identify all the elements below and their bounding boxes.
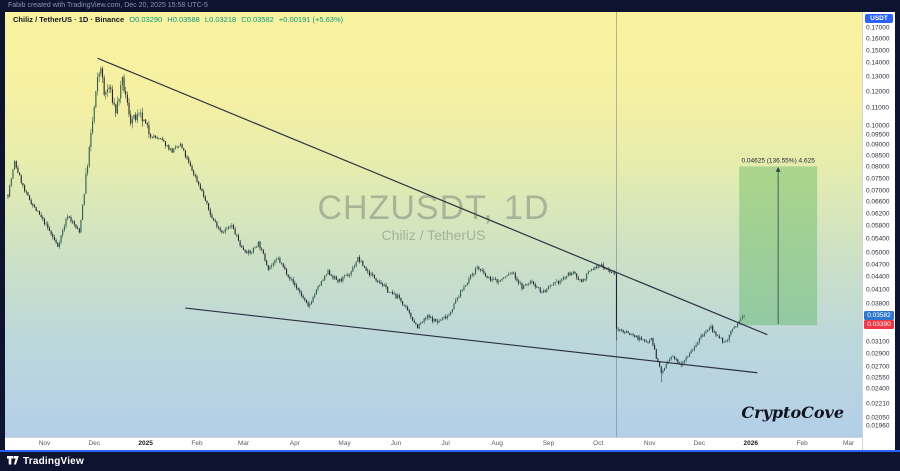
price-axis-label: 0.06200 [866, 210, 890, 218]
price-axis-label: 0.09000 [866, 141, 890, 149]
price-axis-label: 0.08500 [866, 152, 890, 160]
time-axis-label: Nov [38, 440, 51, 447]
price-change: +0.00191 (+5.63%) [278, 15, 344, 24]
candlesticks [7, 66, 745, 383]
footer-bar: TradingView [0, 452, 900, 471]
price-axis-label: 0.04400 [866, 273, 890, 281]
ohlc-low: L0.03218 [204, 15, 237, 24]
time-axis[interactable]: Nov Dec 2025 Feb Mar Apr May Jun Jul Aug Sep Oct Nov… [5, 437, 862, 450]
time-axis-label: Sep [542, 440, 555, 447]
price-axis-label: 0.07000 [866, 187, 890, 195]
price-axis-label: 0.09500 [866, 131, 890, 139]
chart-pane[interactable]: Chiliz / TetherUS · 1D · Binance O0.0329… [5, 12, 862, 437]
price-axis-label: 0.01960 [866, 422, 890, 430]
time-axis-label: Mar [842, 440, 855, 447]
price-axis-label: 0.17000 [866, 24, 890, 32]
price-axis-label: 0.02050 [866, 414, 890, 422]
price-axis-label: 0.07500 [866, 175, 890, 183]
time-axis-label: Apr [289, 440, 300, 447]
time-axis-label: Feb [796, 440, 808, 447]
price-axis-label: 0.04100 [866, 286, 890, 294]
price-axis-label: 0.05000 [866, 249, 890, 257]
time-axis-label: 2025 [138, 440, 153, 447]
ohlc-open: O0.03290 [129, 15, 163, 24]
price-axis-label: 0.15000 [866, 47, 890, 55]
time-axis-label: May [338, 440, 351, 447]
time-axis-label: 2026 [743, 440, 759, 447]
footer-accent-line [0, 450, 900, 452]
price-axis-label: 0.13000 [866, 73, 890, 81]
price-axis-label: 0.05400 [866, 235, 890, 243]
alert-price-badge: 0.03390 [864, 320, 894, 330]
price-axis-label: 0.12000 [866, 88, 890, 96]
price-axis-label: 0.02900 [866, 350, 890, 358]
price-axis-label: 0.02700 [866, 363, 890, 371]
price-axis-label: 0.02210 [866, 400, 890, 408]
channel-signature: CryptoCove [741, 403, 844, 422]
tradingview-logo[interactable]: TradingView [7, 456, 84, 467]
symbol-title[interactable]: Chiliz / TetherUS · 1D · Binance [13, 15, 125, 24]
tradingview-logo-icon [7, 456, 19, 465]
last-price-badge: 0.03582 [864, 310, 894, 320]
price-axis-label: 0.02550 [866, 374, 890, 382]
time-axis-label: Feb [191, 440, 203, 447]
currency-badge[interactable]: USDT [865, 14, 893, 23]
price-axis-label: 0.02400 [866, 385, 890, 393]
price-chart[interactable]: 0.04625 (136.55%) 4.625 [5, 12, 862, 437]
price-axis[interactable]: USDT 0.03582 0.03390 0.17000 0.16000 0.150… [862, 12, 895, 450]
trendline [185, 307, 758, 374]
price-axis-label: 0.14000 [866, 59, 890, 67]
price-axis-label: 0.03800 [866, 300, 890, 308]
time-axis-label: Jul [441, 440, 450, 447]
trendline [97, 57, 768, 336]
time-axis-label: Dec [693, 440, 706, 447]
price-axis-label: 0.06600 [866, 198, 890, 206]
price-axis-label: 0.04700 [866, 261, 890, 269]
price-axis-label: 0.11000 [866, 104, 890, 112]
time-axis-label: Jun [390, 440, 402, 447]
price-axis-label: 0.05800 [866, 222, 890, 230]
price-axis-label: 0.10000 [866, 122, 890, 130]
price-axis-label: 0.16000 [866, 35, 890, 43]
price-axis-label: 0.03100 [866, 338, 890, 346]
svg-text:0.04625 (136.55%) 4.625: 0.04625 (136.55%) 4.625 [741, 157, 815, 164]
ohlc-high: H0.03588 [167, 15, 200, 24]
symbol-header: Chiliz / TetherUS · 1D · Binance O0.0329… [13, 15, 343, 24]
price-axis-label: 0.08000 [866, 163, 890, 171]
tradingview-wordmark: TradingView [23, 456, 84, 467]
attribution-text: Fabib created with TradingView.com, Dec … [8, 2, 208, 9]
attribution-bar: Fabib created with TradingView.com, Dec … [0, 0, 900, 12]
time-axis-label: Aug [491, 440, 503, 447]
time-axis-label: Dec [88, 440, 100, 447]
time-axis-label: Mar [237, 440, 250, 447]
price-range-projection: 0.04625 (136.55%) 4.625 [739, 157, 818, 326]
time-axis-label: Nov [643, 440, 656, 447]
ohlc-close: C0.03582 [241, 15, 274, 24]
time-axis-label: Oct [593, 440, 604, 447]
